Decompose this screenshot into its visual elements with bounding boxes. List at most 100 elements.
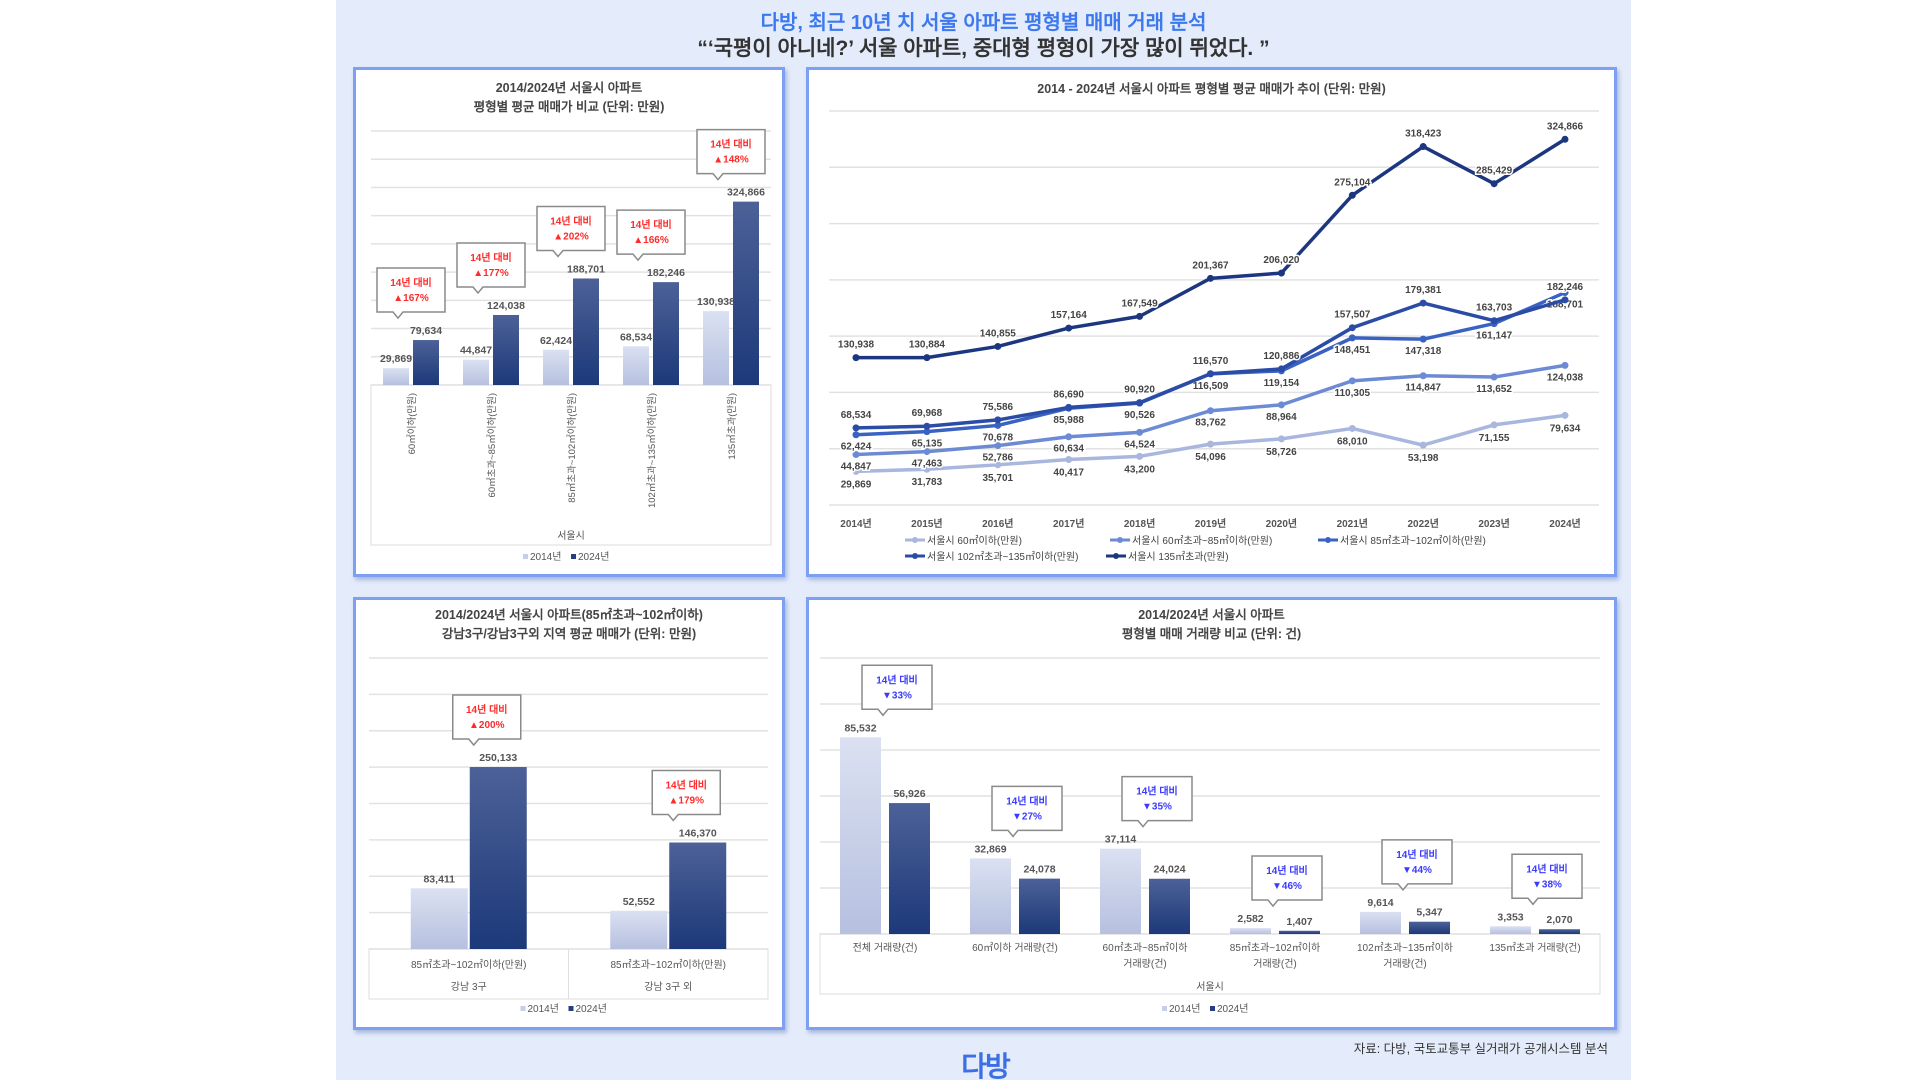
callout-change: ▲177% bbox=[473, 268, 509, 279]
callout-box: 14년 대비 ▲166% bbox=[616, 209, 686, 262]
data-point bbox=[1561, 289, 1569, 297]
data-label: 130,938 bbox=[838, 340, 875, 351]
data-point bbox=[1419, 143, 1427, 151]
data-point bbox=[852, 467, 860, 475]
callout-box: 14년 대비 ▲202% bbox=[536, 205, 606, 258]
data-point bbox=[1277, 435, 1285, 443]
data-point bbox=[994, 342, 1002, 350]
callout-change: ▲148% bbox=[713, 155, 749, 166]
x-tick-label: 2021년 bbox=[1337, 517, 1368, 530]
data-label: 79,634 bbox=[1550, 423, 1581, 434]
legend-label: 2014년 bbox=[530, 551, 561, 563]
data-label: 24,024 bbox=[1153, 864, 1185, 876]
legend-item: 서울시 102㎡초과~135㎡이하(만원) bbox=[905, 550, 1078, 563]
chart-title-line: 평형별 평균 매매가 비교 (단위: 만원) bbox=[473, 100, 665, 114]
data-point bbox=[1419, 441, 1427, 449]
chart-title: 2014/2024년 서울시 아파트 평형별 매매 거래량 비교 (단위: 건) bbox=[809, 606, 1614, 644]
data-label: 157,507 bbox=[1334, 310, 1371, 321]
data-label: 31,783 bbox=[912, 477, 943, 488]
bar-chart: 29,869 79,634 14년 대비 ▲167% 60㎡이하(만원) 44,847 12… bbox=[370, 128, 772, 563]
category-label: 85㎡초과~102㎡이하(만원) bbox=[566, 393, 578, 503]
callout-label: 14년 대비 bbox=[390, 276, 432, 289]
callout-label: 14년 대비 bbox=[876, 673, 918, 686]
legend-label: 2024년 bbox=[578, 551, 609, 563]
data-point bbox=[1207, 440, 1214, 448]
legend-swatch bbox=[1210, 1006, 1215, 1011]
data-label: 206,020 bbox=[1263, 255, 1300, 266]
data-label: 83,762 bbox=[1195, 418, 1226, 429]
data-label: 182,246 bbox=[647, 267, 685, 279]
data-label: 56,926 bbox=[893, 788, 925, 800]
data-label: 68,010 bbox=[1337, 436, 1368, 447]
callout-box: 14년 대비 ▼44% bbox=[1381, 839, 1453, 892]
data-label: 148,451 bbox=[1334, 345, 1371, 356]
data-point bbox=[1419, 299, 1427, 307]
data-label: 114,847 bbox=[1405, 383, 1441, 394]
data-label: 5,347 bbox=[1416, 907, 1442, 919]
callout-change: ▼33% bbox=[882, 690, 912, 701]
callout-label: 14년 대비 bbox=[1526, 862, 1568, 875]
bar-2014년-4 bbox=[703, 311, 729, 385]
bar-2014년-1 bbox=[970, 858, 1011, 934]
legend-label: 서울시 135㎡초과(만원) bbox=[1128, 551, 1229, 563]
data-point bbox=[1136, 452, 1144, 460]
legend-item: 서울시 60㎡초과~85㎡이하(만원) bbox=[1110, 534, 1272, 547]
data-label: 201,367 bbox=[1192, 260, 1229, 271]
callout-box: 14년 대비 ▲167% bbox=[376, 267, 446, 320]
data-point bbox=[1348, 424, 1356, 432]
legend: 2014년 2024년 bbox=[520, 1003, 607, 1015]
data-label: 29,869 bbox=[380, 353, 412, 365]
data-label: 3,353 bbox=[1497, 911, 1523, 923]
data-label: 35,701 bbox=[983, 473, 1014, 484]
bar-2014년-0 bbox=[840, 737, 881, 934]
x-tick-label: 2014년 bbox=[840, 517, 871, 530]
bar-2014년-1 bbox=[463, 359, 489, 385]
bar-2014년-3 bbox=[623, 346, 649, 385]
data-point bbox=[1065, 456, 1073, 464]
data-label: 64,524 bbox=[1124, 439, 1155, 450]
chart-title: 2014 - 2024년 서울시 아파트 평형별 평균 매매가 추이 (단위: … bbox=[809, 80, 1614, 99]
callout-change: ▼44% bbox=[1402, 865, 1432, 876]
transaction-volume-chart: 85,532 56,926 14년 대비 ▼33% 전체 거래량(건) 32,869 24,… bbox=[806, 597, 1617, 1030]
data-label: 2,582 bbox=[1237, 913, 1263, 925]
callout-label: 14년 대비 bbox=[1266, 864, 1308, 877]
data-label: 52,786 bbox=[983, 453, 1014, 464]
callout-label: 14년 대비 bbox=[665, 779, 707, 792]
data-label: 40,417 bbox=[1053, 468, 1084, 479]
chart-title-line: 2014/2024년 서울시 아파트 bbox=[495, 81, 643, 95]
data-point bbox=[1490, 317, 1498, 325]
data-point bbox=[1136, 399, 1144, 407]
callout-box: 14년 대비 ▼27% bbox=[991, 785, 1063, 838]
legend-swatch bbox=[523, 554, 528, 559]
legend-label: 서울시 60㎡초과~85㎡이하(만원) bbox=[1132, 534, 1272, 547]
legend-swatch bbox=[520, 1006, 526, 1011]
legend-label: 서울시 85㎡초과~102㎡이하(만원) bbox=[1340, 534, 1486, 547]
callout-change: ▲167% bbox=[393, 293, 429, 304]
data-label: 90,920 bbox=[1124, 385, 1155, 396]
data-label: 120,886 bbox=[1263, 351, 1300, 362]
callout-label: 14년 대비 bbox=[1136, 785, 1178, 798]
data-label: 44,847 bbox=[841, 462, 872, 473]
data-label: 43,200 bbox=[1124, 464, 1155, 475]
data-label: 157,164 bbox=[1051, 310, 1088, 321]
category-label: 거래량(건) bbox=[1383, 958, 1426, 970]
data-point bbox=[1065, 324, 1073, 332]
callout-label: 14년 대비 bbox=[710, 138, 752, 151]
data-label: 1,407 bbox=[1286, 916, 1312, 928]
legend-item: 서울시 60㎡이하(만원) bbox=[905, 534, 1022, 547]
bar-2024년-2 bbox=[573, 278, 599, 385]
callout-label: 14년 대비 bbox=[550, 214, 592, 227]
data-point bbox=[994, 461, 1002, 469]
data-label: 140,855 bbox=[980, 328, 1017, 339]
callout-box: 14년 대비 ▼33% bbox=[861, 664, 933, 717]
callout-box: 14년 대비 ▲148% bbox=[696, 128, 766, 181]
data-label: 86,690 bbox=[1053, 389, 1084, 400]
bar-2024년-0 bbox=[469, 767, 527, 949]
legend-item: 서울시 135㎡초과(만원) bbox=[1106, 551, 1229, 563]
bar-2024년-1 bbox=[669, 842, 727, 949]
data-label: 130,884 bbox=[909, 340, 946, 351]
bar-chart: 83,411 250,133 14년 대비 ▲200% 85㎡초과~102㎡이하(만원)… bbox=[368, 657, 769, 1015]
chart-title-line: 강남3구/강남3구외 지역 평균 매매가 (단위: 만원) bbox=[441, 627, 697, 641]
data-point bbox=[994, 416, 1002, 424]
data-label: 250,133 bbox=[479, 752, 517, 764]
